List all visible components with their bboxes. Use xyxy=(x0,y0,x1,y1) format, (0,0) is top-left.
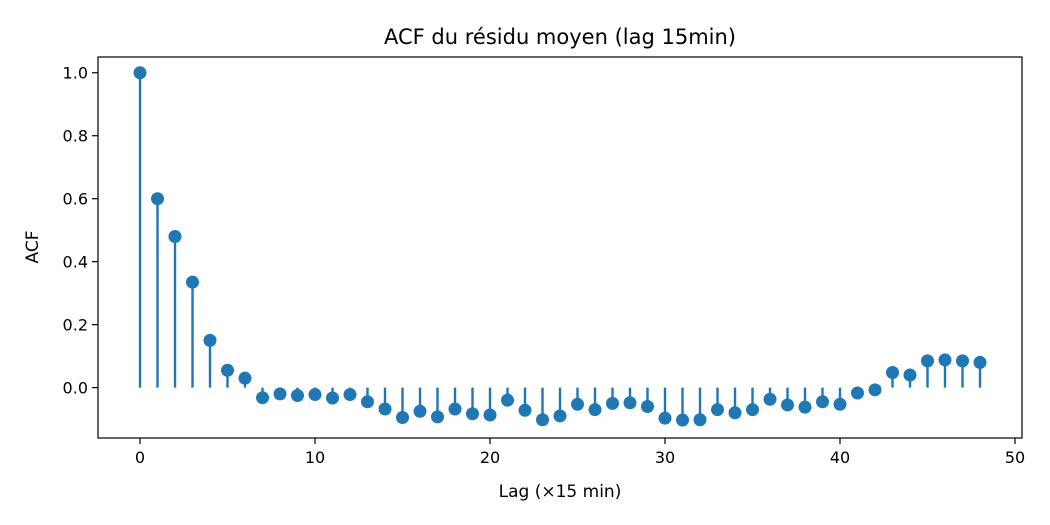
stem-marker xyxy=(921,354,934,368)
stem-marker xyxy=(938,353,952,367)
stem-marker xyxy=(466,407,479,421)
stem-marker xyxy=(571,397,584,411)
stem-marker xyxy=(431,410,444,424)
stem-marker xyxy=(903,368,917,382)
chart-title: ACF du résidu moyen (lag 15min) xyxy=(384,25,736,49)
stem-marker xyxy=(886,366,899,380)
stem-marker xyxy=(816,395,829,409)
x-axis-label: Lag (×15 min) xyxy=(499,482,622,502)
stem-marker xyxy=(256,391,269,405)
stem-marker xyxy=(518,403,532,417)
y-axis-label: ACF xyxy=(23,231,43,264)
stem-marker xyxy=(798,400,812,414)
stem-marker xyxy=(763,392,777,406)
x-axis-ticks: 0 10 20 30 40 50 xyxy=(135,438,1025,467)
stem-marker xyxy=(781,398,794,412)
stem-marker xyxy=(553,409,567,423)
x-tick-label: 50 xyxy=(1005,448,1025,467)
stem-marker xyxy=(536,413,549,427)
x-tick-label: 0 xyxy=(135,448,145,467)
stem-marker xyxy=(851,386,864,400)
stem-marker xyxy=(396,411,409,425)
stem-marker xyxy=(658,411,672,425)
x-tick-label: 30 xyxy=(655,448,675,467)
stem-marker xyxy=(956,354,969,368)
stem-marker xyxy=(623,396,637,410)
stem-marker xyxy=(711,403,724,417)
stem-marker xyxy=(693,413,707,427)
x-tick-label: 40 xyxy=(830,448,850,467)
stem-marker xyxy=(238,371,252,385)
stem-marker xyxy=(483,408,497,422)
stem-marker xyxy=(833,397,847,411)
stem-marker xyxy=(343,388,357,402)
stem-marker xyxy=(746,403,759,417)
stem-marker xyxy=(588,403,602,417)
x-tick-label: 20 xyxy=(480,448,500,467)
stem-marker xyxy=(728,406,742,420)
stem-marker xyxy=(378,402,392,416)
stem-lines xyxy=(138,72,982,421)
stem-marker xyxy=(606,396,619,410)
stem-marker xyxy=(291,388,304,402)
stem-marker xyxy=(641,400,654,414)
stem-marker xyxy=(361,395,374,409)
stem-markers xyxy=(133,66,987,427)
stem-marker xyxy=(221,363,234,377)
y-tick-label: 0.8 xyxy=(63,127,88,146)
stem-marker xyxy=(973,355,987,369)
plot-frame xyxy=(97,56,1023,439)
y-axis-ticks: 0.0 0.2 0.4 0.6 0.8 1.0 xyxy=(63,64,98,398)
stem-marker xyxy=(203,333,217,347)
y-tick-label: 0.4 xyxy=(63,253,88,272)
stem-marker xyxy=(448,402,462,416)
stem-marker xyxy=(676,413,689,427)
stem-marker xyxy=(501,393,514,407)
stem-marker xyxy=(151,192,164,206)
y-tick-label: 1.0 xyxy=(63,64,88,83)
y-tick-label: 0.0 xyxy=(63,379,88,398)
stem-marker xyxy=(413,404,427,418)
stem-marker xyxy=(273,387,287,401)
stem-marker xyxy=(326,391,339,405)
stem-marker xyxy=(308,388,322,402)
y-tick-label: 0.6 xyxy=(63,190,88,209)
stem-marker xyxy=(168,229,182,243)
stem-marker xyxy=(186,275,199,289)
stem-marker xyxy=(133,66,147,80)
stem-marker xyxy=(868,383,882,397)
y-tick-label: 0.2 xyxy=(63,316,88,335)
x-tick-label: 10 xyxy=(305,448,325,467)
